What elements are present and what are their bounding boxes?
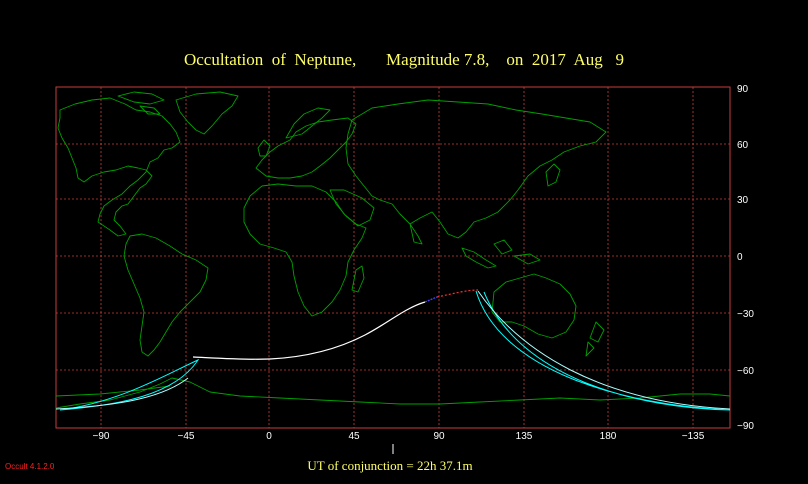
- coast-japan: [545, 163, 561, 187]
- coast-indonesia: [461, 239, 541, 269]
- central-line-daylight: [436, 289, 479, 298]
- limit-line-east: [475, 290, 731, 411]
- coast-scandinavia: [285, 107, 331, 139]
- coast-australia: [491, 273, 577, 339]
- lon-label-135w: −135: [681, 431, 705, 442]
- limit-line-east-inner: [477, 290, 731, 410]
- coast-sri-lanka-india: [409, 223, 423, 245]
- coast-arctic-islands: [117, 91, 165, 115]
- lat-label-30n: 30: [737, 195, 749, 206]
- lat-label-60n: 60: [737, 140, 749, 151]
- coast-arctic-rim: [55, 385, 171, 397]
- coast-greenland: [175, 91, 239, 135]
- lon-label-45e: 45: [348, 431, 360, 442]
- coastlines: [55, 91, 731, 409]
- lat-label-90s: −90: [737, 421, 754, 432]
- central-line-twilight: [424, 296, 438, 303]
- lon-label-180: 180: [599, 431, 617, 442]
- coast-europe: [255, 117, 357, 179]
- coast-madagascar: [351, 265, 365, 293]
- lon-label-90w: −90: [92, 431, 110, 442]
- coast-new-zealand: [585, 321, 605, 357]
- coast-africa: [243, 183, 367, 317]
- lat-label-30s: −30: [737, 309, 754, 320]
- map-frame: [55, 86, 731, 429]
- conjunction-time: UT of conjunction = 22h 37.1m: [307, 458, 473, 473]
- lat-label-0: 0: [737, 252, 743, 263]
- lon-label-135e: 135: [515, 431, 533, 442]
- coast-south-america: [123, 233, 209, 357]
- lat-label-60s: −60: [737, 366, 754, 377]
- lon-label-45w: −45: [177, 431, 195, 442]
- limit-line-west-inner: [55, 377, 189, 410]
- version-label: Occult 4.1.2.0: [5, 462, 55, 471]
- map-title: Occultation of Neptune, Magnitude 7.8, o…: [183, 50, 625, 69]
- lon-label-0: 0: [266, 431, 272, 442]
- central-line: [192, 301, 426, 360]
- coast-arabia: [329, 189, 375, 227]
- coast-north-america: [57, 97, 181, 237]
- coast-antarctica: [55, 377, 731, 409]
- lon-label-90e: 90: [433, 431, 445, 442]
- coast-asia: [345, 99, 607, 239]
- coast-british-isles: [257, 139, 271, 157]
- lat-label-90n: 90: [737, 84, 749, 95]
- graticule: [56, 87, 730, 428]
